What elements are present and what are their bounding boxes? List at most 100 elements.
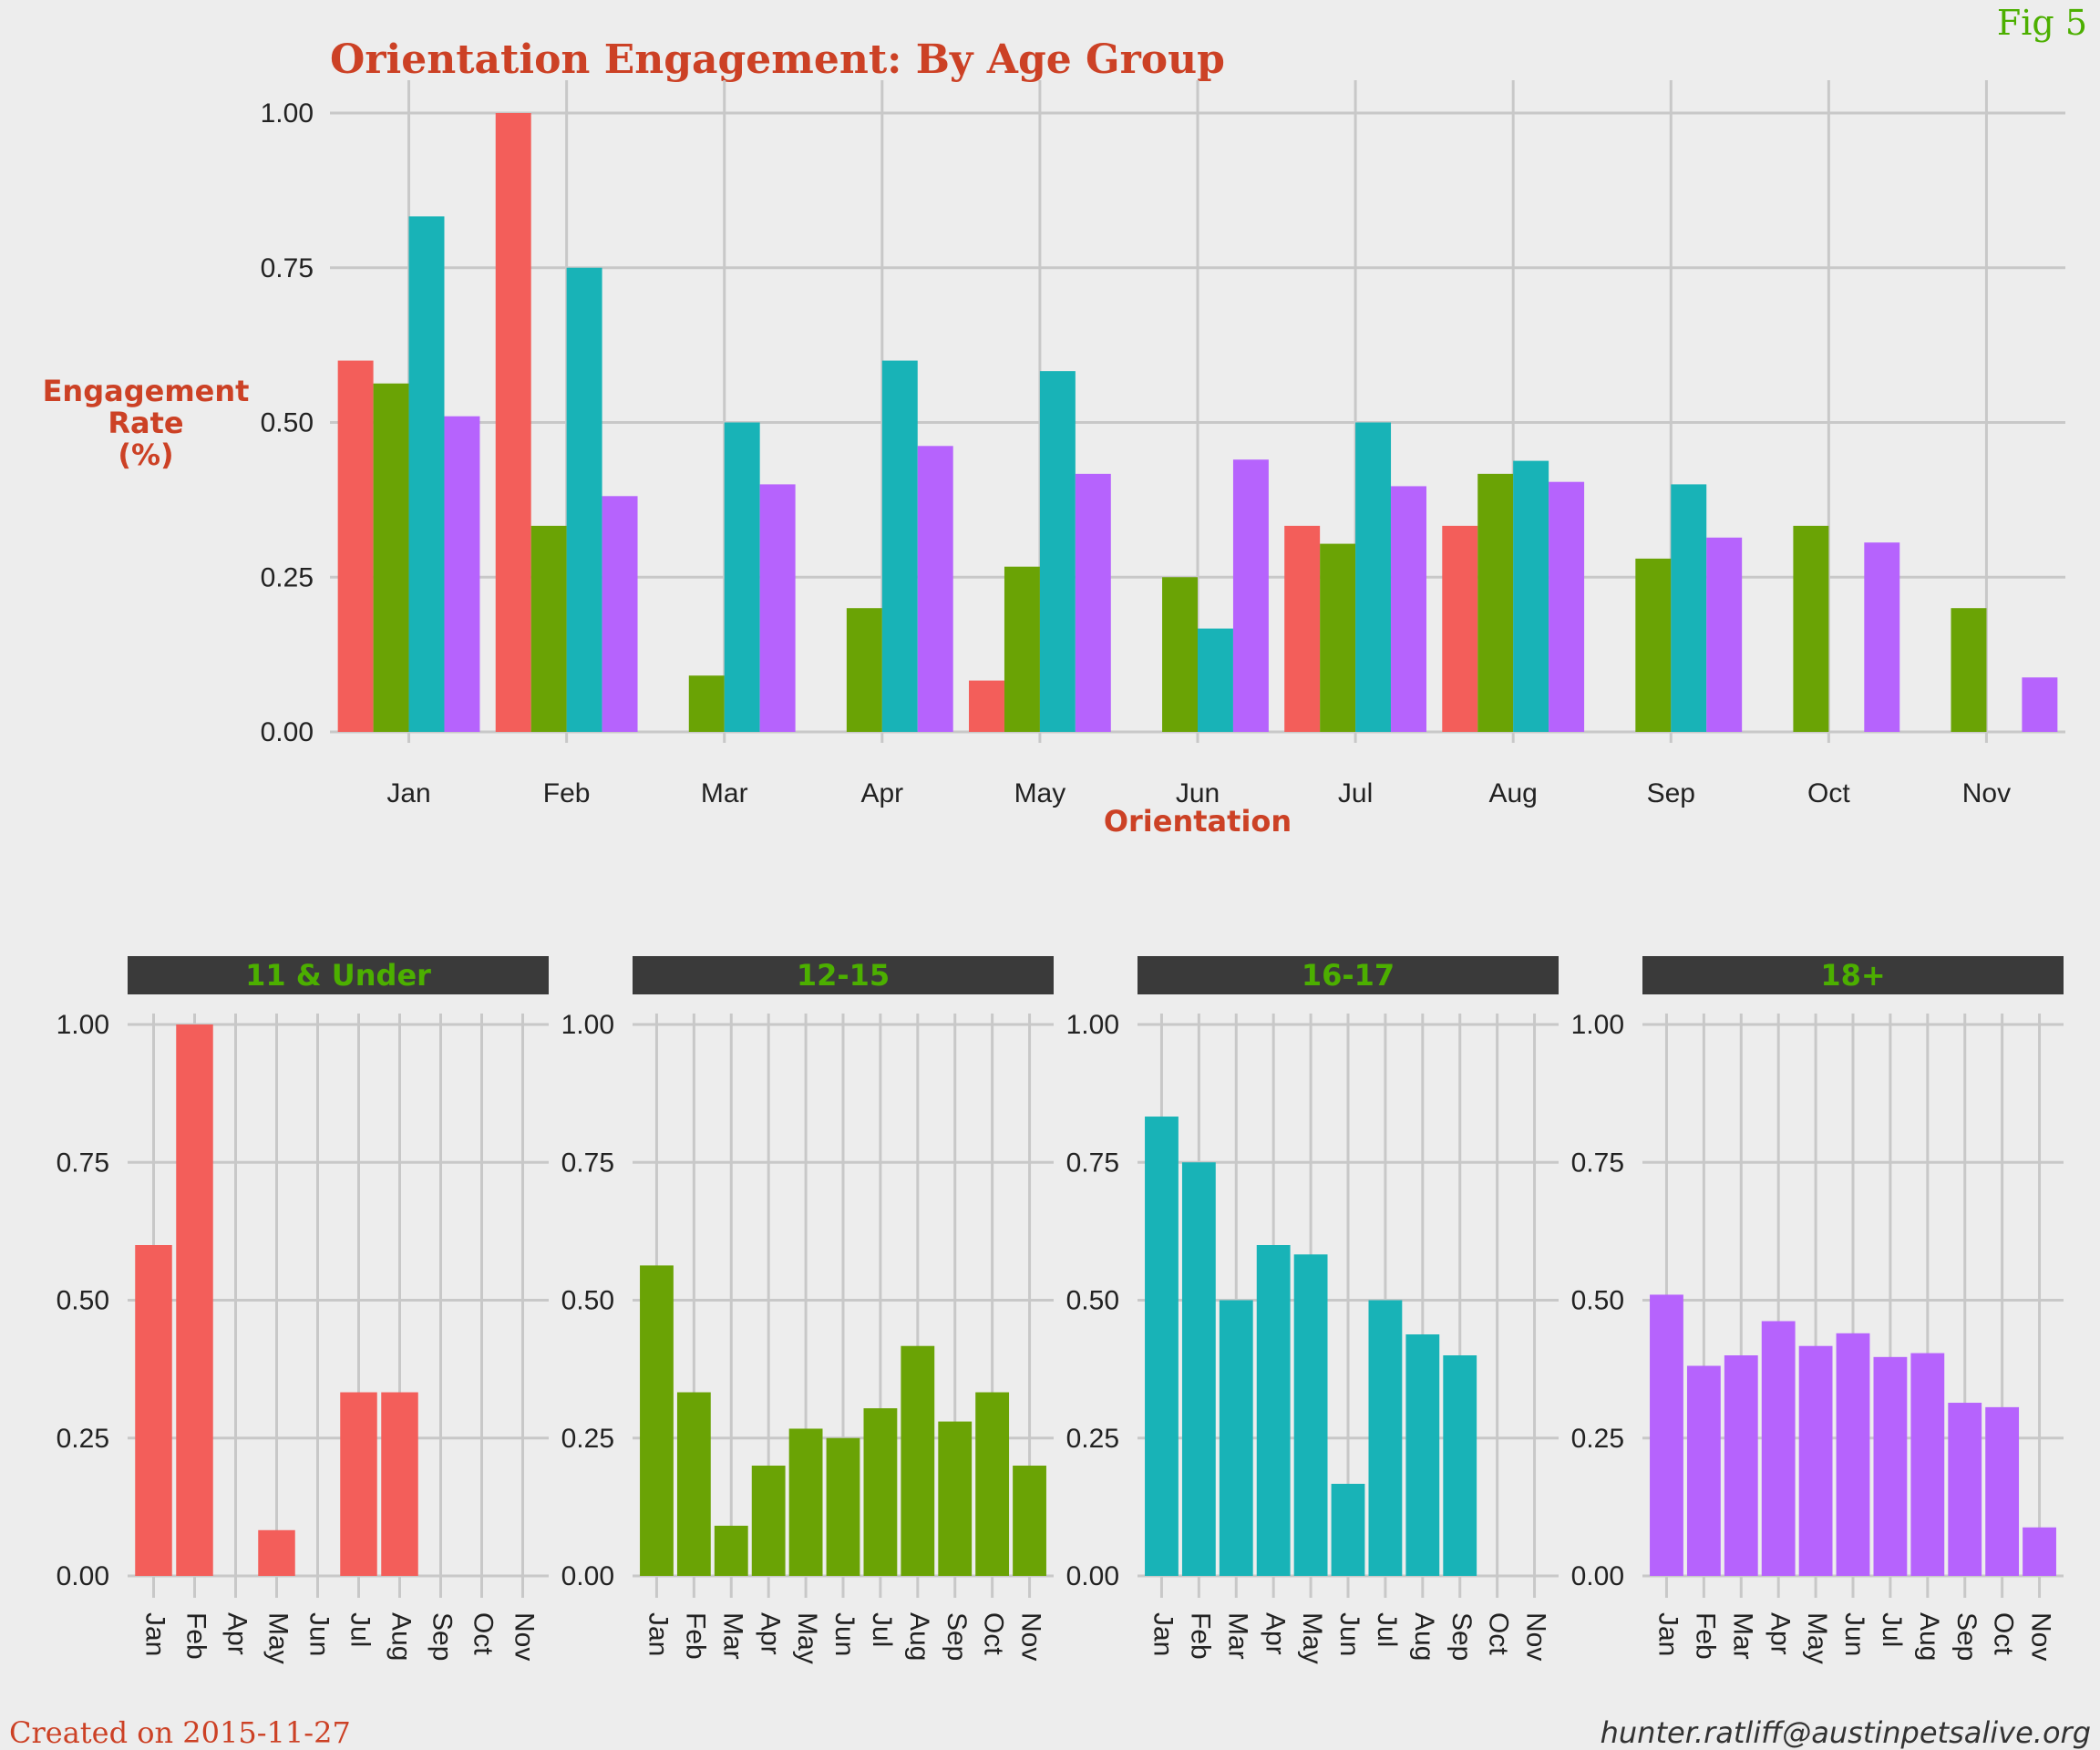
facet-x-tick-label: May xyxy=(1802,1612,1832,1664)
author-email: hunter.ratliff@austinpetsalive.org xyxy=(1601,1715,2091,1750)
facet-bar xyxy=(1294,1254,1328,1576)
facet-y-tick-label: 1.00 xyxy=(561,1010,614,1040)
facet-bar xyxy=(1687,1365,1721,1576)
facet-x-tick-label: Apr xyxy=(755,1612,785,1655)
top-bar-12-15 xyxy=(1793,526,1828,732)
facet-x-tick-label: Jul xyxy=(345,1612,376,1647)
facet-bar xyxy=(1013,1466,1046,1576)
facet-y-tick-label: 0.75 xyxy=(1571,1148,1624,1178)
facet-x-tick-label: Oct xyxy=(468,1612,499,1655)
facet-strip-label: 11 & Under xyxy=(245,958,431,993)
top-bar-18- xyxy=(1233,459,1269,732)
facet-y-tick-label: 0.25 xyxy=(1571,1424,1624,1454)
top-bar-12-15 xyxy=(1477,474,1513,732)
top-bar-18- xyxy=(1706,538,1742,732)
facet-x-tick-label: Aug xyxy=(904,1612,934,1661)
facet-y-tick-label: 0.00 xyxy=(561,1561,614,1591)
facet-panel-12-15: 12-15 0.00 0.25 0.50 0.75 1.00 Jan Feb Mar Apr May… xyxy=(561,956,1054,1664)
facet-y-tick-label: 0.75 xyxy=(561,1148,614,1178)
facet-x-tick-label: Sep xyxy=(427,1612,458,1661)
facet-y-tick-label: 0.00 xyxy=(57,1561,109,1591)
top-bar-11-under xyxy=(338,361,374,732)
facet-x-tick-label: Apr xyxy=(222,1612,252,1655)
facet-x-tick-label: May xyxy=(263,1612,293,1664)
facet-y-tick-label: 0.25 xyxy=(1066,1424,1119,1454)
facet-bar xyxy=(258,1530,295,1576)
top-y-tick-label: 0.75 xyxy=(261,253,314,283)
facet-bar xyxy=(789,1428,823,1576)
created-date: Created on 2015-11-27 xyxy=(9,1715,351,1750)
facet-x-tick-label: Mar xyxy=(1222,1612,1252,1660)
facet-bar xyxy=(1369,1301,1403,1577)
top-x-tick-label: Mar xyxy=(701,778,748,808)
facet-bar xyxy=(2023,1528,2056,1576)
top-bar-18- xyxy=(602,496,638,732)
y-axis-title-line-1: Engagement xyxy=(43,374,250,408)
facet-bar xyxy=(640,1265,674,1576)
facet-bar xyxy=(864,1408,898,1576)
facet-x-tick-label: Aug xyxy=(1914,1612,1944,1661)
facet-x-tick-label: Mar xyxy=(1727,1612,1757,1660)
x-axis-title: Orientation xyxy=(1104,804,1292,839)
top-bar-16-17 xyxy=(1671,484,1706,732)
facet-bar xyxy=(1799,1346,1833,1576)
facet-bar xyxy=(1948,1403,1982,1576)
top-x-tick-label: May xyxy=(1014,778,1066,808)
facet-bar xyxy=(901,1346,934,1576)
top-y-tick-label: 1.00 xyxy=(261,98,314,129)
facet-x-tick-label: Mar xyxy=(717,1612,747,1660)
facet-x-tick-label: Nov xyxy=(510,1612,540,1661)
facet-x-tick-label: Oct xyxy=(979,1612,1009,1655)
facet-bar xyxy=(677,1393,711,1576)
facet-bar xyxy=(340,1393,377,1576)
top-bar-12-15 xyxy=(1004,567,1040,732)
facet-x-tick-label: Apr xyxy=(1260,1612,1290,1655)
top-bar-16-17 xyxy=(1198,629,1233,732)
facet-x-tick-label: Nov xyxy=(2026,1612,2056,1661)
facet-x-tick-label: Oct xyxy=(1989,1612,2019,1655)
facet-x-tick-label: Jul xyxy=(1877,1612,1907,1647)
facet-x-tick-label: Jul xyxy=(867,1612,897,1647)
top-bar-18- xyxy=(760,484,796,732)
top-x-tick-label: Nov xyxy=(1962,778,2011,808)
facet-strip-label: 18+ xyxy=(1820,958,1885,993)
facet-y-tick-label: 0.50 xyxy=(1066,1286,1119,1316)
facet-strip-label: 12-15 xyxy=(797,958,890,993)
top-bar-18- xyxy=(444,417,479,732)
top-bar-16-17 xyxy=(409,216,445,732)
top-bar-16-17 xyxy=(1513,461,1549,732)
top-x-tick-label: Jun xyxy=(1176,778,1220,808)
top-bar-18- xyxy=(2022,677,2057,732)
facet-panel-11-under: 11 & Under 0.00 0.25 0.50 0.75 1.00 Jan Feb Apr M… xyxy=(57,956,549,1664)
facet-y-tick-label: 0.75 xyxy=(1066,1148,1119,1178)
top-bar-16-17 xyxy=(1355,423,1391,733)
top-x-tick-label: Jan xyxy=(386,778,430,808)
facet-y-tick-label: 0.00 xyxy=(1066,1561,1119,1591)
facet-x-tick-label: Jun xyxy=(829,1612,860,1656)
facet-y-tick-label: 0.50 xyxy=(1571,1286,1624,1316)
facet-x-tick-label: May xyxy=(1297,1612,1327,1664)
top-bar-12-15 xyxy=(1635,559,1671,732)
facet-bar xyxy=(1332,1484,1365,1576)
facet-bar xyxy=(1650,1294,1683,1576)
top-bar-11-under xyxy=(1284,526,1320,732)
top-bar-12-15 xyxy=(531,526,567,732)
y-axis-title-line-3: (%) xyxy=(118,438,173,472)
top-bar-16-17 xyxy=(725,423,760,733)
facet-bar xyxy=(1257,1245,1291,1576)
facet-bar xyxy=(1145,1117,1179,1576)
facet-x-tick-label: Nov xyxy=(1016,1612,1046,1661)
facet-x-tick-label: Jan xyxy=(1148,1612,1179,1656)
chart-title: Orientation Engagement: By Age Group xyxy=(330,36,1225,83)
top-x-tick-label: Sep xyxy=(1647,778,1695,808)
facet-y-tick-label: 1.00 xyxy=(1066,1010,1119,1040)
top-bar-12-15 xyxy=(847,608,882,732)
top-bar-16-17 xyxy=(1040,371,1076,732)
facet-x-tick-label: Feb xyxy=(1690,1612,1720,1660)
facet-x-tick-label: Jan xyxy=(643,1612,674,1656)
facet-y-tick-label: 0.00 xyxy=(1571,1561,1624,1591)
top-bar-12-15 xyxy=(374,384,409,732)
facet-x-tick-label: Sep xyxy=(1446,1612,1477,1661)
